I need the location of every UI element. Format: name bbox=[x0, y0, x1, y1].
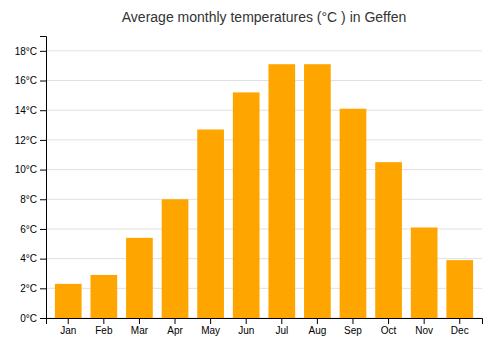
tick-mark bbox=[40, 288, 46, 289]
tick: 10°C bbox=[15, 164, 46, 175]
tick-label: Sep bbox=[344, 325, 362, 336]
bar bbox=[233, 92, 260, 318]
tick: 2°C bbox=[20, 283, 46, 294]
tick-label: 2°C bbox=[20, 283, 37, 294]
bar bbox=[304, 64, 331, 318]
tick-label: Nov bbox=[415, 325, 433, 336]
tick: 0°C bbox=[20, 313, 46, 324]
tick: Nov bbox=[415, 318, 433, 336]
tick-label: Jan bbox=[60, 325, 76, 336]
x-axis: Jan Feb Mar Apr May Jun Jul Aug Sep Oct Nov Dec bbox=[47, 318, 483, 336]
tick-mark bbox=[40, 259, 46, 260]
tick-mark bbox=[68, 318, 69, 324]
tick: Sep bbox=[344, 318, 362, 336]
grid-line bbox=[46, 50, 482, 51]
tick-label: 8°C bbox=[20, 194, 37, 205]
tick: 8°C bbox=[20, 194, 46, 205]
tick-mark bbox=[40, 140, 46, 141]
tick: Aug bbox=[308, 318, 326, 336]
y-axis: 0°C 2°C 4°C 6°C 8°C 10°C 12°C 14°C 16°C 18°C bbox=[15, 37, 47, 324]
tick: Oct bbox=[381, 318, 397, 336]
tick-label: 0°C bbox=[20, 313, 37, 324]
tick: Jan bbox=[60, 318, 76, 336]
bar bbox=[126, 238, 153, 318]
tick: Feb bbox=[95, 318, 113, 336]
tick-mark bbox=[459, 318, 460, 324]
grid-line bbox=[46, 139, 482, 140]
tick-label: 10°C bbox=[15, 164, 37, 175]
tick-mark bbox=[40, 229, 46, 230]
tick-label: Apr bbox=[167, 325, 183, 336]
tick-mark bbox=[424, 318, 425, 324]
tick: Jul bbox=[275, 318, 288, 336]
tick: May bbox=[201, 318, 220, 336]
tick: 6°C bbox=[20, 224, 46, 235]
tick-label: 16°C bbox=[15, 75, 37, 86]
bar bbox=[197, 130, 224, 318]
bars bbox=[55, 64, 473, 318]
tick-mark bbox=[139, 318, 140, 324]
tick-label: Mar bbox=[131, 325, 149, 336]
tick-mark bbox=[175, 318, 176, 324]
tick: 14°C bbox=[15, 105, 46, 116]
tick-label: May bbox=[201, 325, 220, 336]
grid bbox=[46, 51, 482, 318]
tick-label: 6°C bbox=[20, 224, 37, 235]
tick: 4°C bbox=[20, 253, 46, 264]
bar bbox=[90, 275, 117, 318]
tick-mark bbox=[103, 318, 104, 324]
tick-mark bbox=[317, 318, 318, 324]
tick: Jun bbox=[238, 318, 254, 336]
tick: 16°C bbox=[15, 75, 46, 86]
tick-mark bbox=[40, 81, 46, 82]
tick-label: Feb bbox=[95, 325, 113, 336]
title: Average monthly temperatures (°C ) in Ge… bbox=[122, 9, 406, 25]
grid-line bbox=[46, 110, 482, 111]
axis-line bbox=[40, 37, 47, 319]
tick-label: 14°C bbox=[15, 105, 37, 116]
tick-mark bbox=[210, 318, 211, 324]
grid-line bbox=[46, 80, 482, 81]
bar bbox=[340, 109, 367, 318]
tick: Mar bbox=[131, 318, 149, 336]
chart: 0°C 2°C 4°C 6°C 8°C 10°C 12°C 14°C 16°C 18°C Jan Fe… bbox=[0, 0, 500, 350]
bar bbox=[411, 227, 438, 318]
bar bbox=[162, 199, 189, 318]
grid-line bbox=[46, 169, 482, 170]
tick-label: Jun bbox=[238, 325, 254, 336]
plot: 0°C 2°C 4°C 6°C 8°C 10°C 12°C 14°C 16°C 18°C Jan Fe… bbox=[15, 37, 483, 337]
bar bbox=[55, 284, 82, 318]
tick-label: Aug bbox=[308, 325, 326, 336]
grid-line bbox=[46, 199, 482, 200]
tick-mark bbox=[281, 318, 282, 324]
tick: 18°C bbox=[15, 46, 46, 57]
tick-label: Oct bbox=[381, 325, 397, 336]
tick-mark bbox=[40, 199, 46, 200]
tick-mark bbox=[40, 110, 46, 111]
bar bbox=[268, 64, 295, 318]
tick: Dec bbox=[451, 318, 469, 336]
tick-label: Dec bbox=[451, 325, 469, 336]
bar bbox=[375, 162, 402, 318]
tick: Apr bbox=[167, 318, 183, 336]
tick-label: 4°C bbox=[20, 253, 37, 264]
bar bbox=[446, 260, 473, 318]
axis-line bbox=[47, 319, 483, 325]
tick-label: Jul bbox=[275, 325, 288, 336]
tick-label: 18°C bbox=[15, 46, 37, 57]
tick-label: 12°C bbox=[15, 135, 37, 146]
tick-mark bbox=[352, 318, 353, 324]
tick-mark bbox=[246, 318, 247, 324]
tick: 12°C bbox=[15, 135, 46, 146]
tick-mark bbox=[40, 170, 46, 171]
tick-mark bbox=[40, 318, 46, 319]
tick-mark bbox=[388, 318, 389, 324]
tick-mark bbox=[40, 51, 46, 52]
